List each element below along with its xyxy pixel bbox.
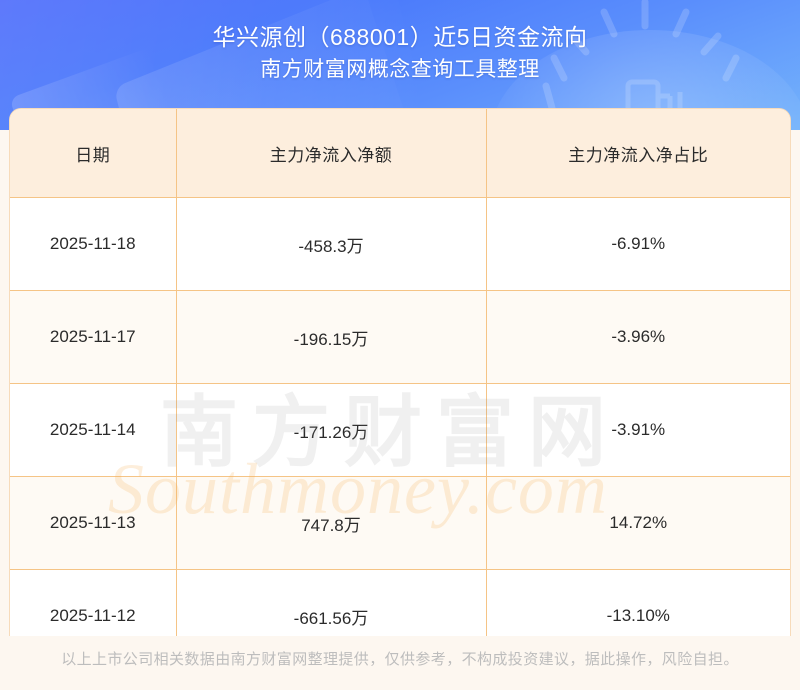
cell-ratio: -6.91% — [486, 197, 790, 291]
footer-disclaimer: 以上上市公司相关数据由南方财富网整理提供，仅供参考，不构成投资建议，据此操作，风… — [61, 651, 739, 668]
table-row: 2025-11-14 -171.26万 -3.91% — [10, 383, 790, 477]
column-header-ratio: 主力净流入净占比 — [486, 109, 790, 198]
footer-band — [0, 636, 800, 690]
cell-amount: -458.3万 — [176, 197, 487, 291]
table-header: 日期 主力净流入净额 主力净流入净占比 — [10, 109, 790, 198]
column-header-amount: 主力净流入净额 — [176, 109, 487, 198]
cell-date: 2025-11-13 — [10, 476, 177, 570]
table-body: 2025-11-18 -458.3万 -6.91% 2025-11-17 -19… — [10, 197, 790, 662]
cell-amount: 747.8万 — [176, 476, 487, 570]
cell-ratio: 14.72% — [486, 476, 790, 570]
cell-ratio: -3.96% — [486, 290, 790, 384]
cell-date: 2025-11-18 — [10, 197, 177, 291]
cell-amount: -171.26万 — [176, 383, 487, 477]
cell-date: 2025-11-17 — [10, 290, 177, 384]
page-title: 华兴源创（688001）近5日资金流向 — [212, 24, 588, 50]
fund-flow-table: 日期 主力净流入净额 主力净流入净占比 2025-11-18 -458.3万 -… — [10, 109, 790, 662]
fund-flow-table-card: 日期 主力净流入净额 主力净流入净占比 2025-11-18 -458.3万 -… — [9, 108, 791, 663]
cell-amount: -196.15万 — [176, 290, 487, 384]
table-row: 2025-11-18 -458.3万 -6.91% — [10, 197, 790, 291]
cell-ratio: -3.91% — [486, 383, 790, 477]
table-row: 2025-11-13 747.8万 14.72% — [10, 476, 790, 570]
page-subtitle: 南方财富网概念查询工具整理 — [260, 58, 540, 81]
banner-title-block: 华兴源创（688001）近5日资金流向 南方财富网概念查询工具整理 — [0, 0, 800, 86]
cell-date: 2025-11-14 — [10, 383, 177, 477]
table-header-row: 日期 主力净流入净额 主力净流入净占比 — [10, 109, 790, 198]
column-header-date: 日期 — [10, 109, 177, 198]
table-row: 2025-11-17 -196.15万 -3.96% — [10, 290, 790, 384]
